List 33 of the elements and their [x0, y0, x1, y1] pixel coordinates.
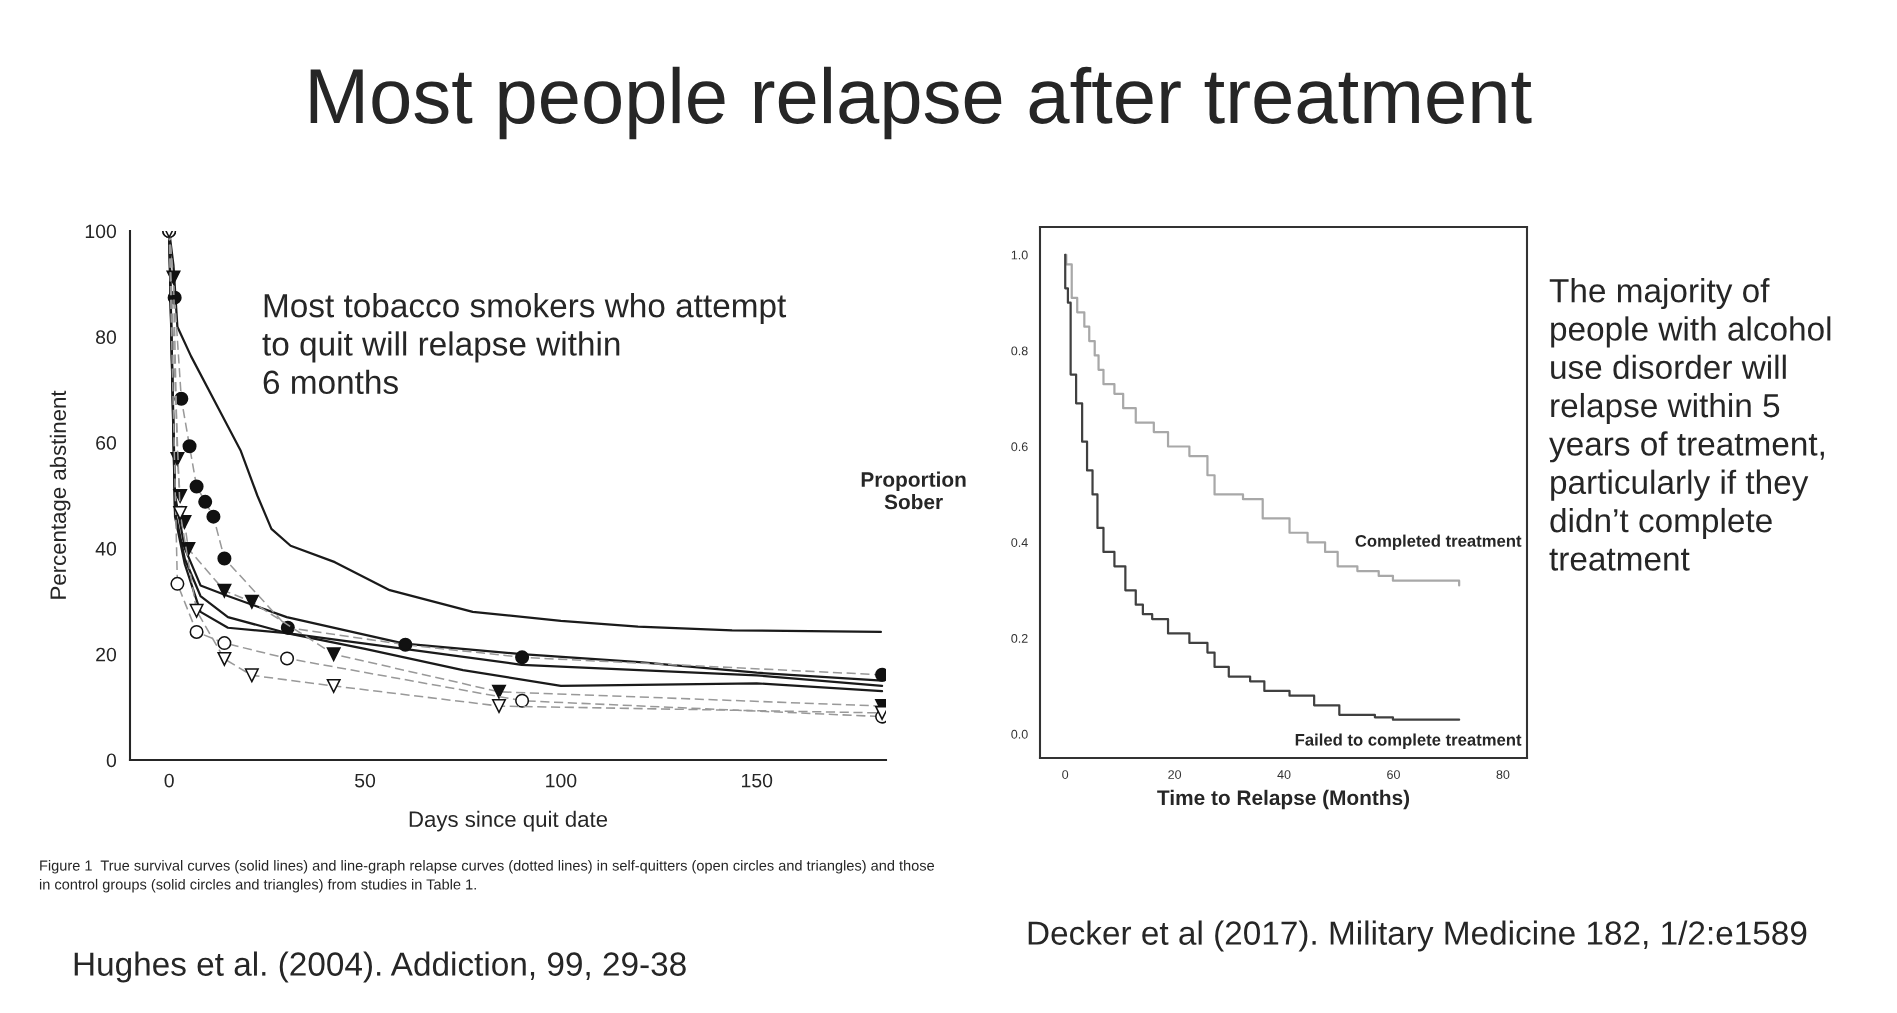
y-tick-label: 80 [96, 330, 117, 345]
x-tick-label: 40 [1277, 770, 1291, 779]
y-tick-label: 0.6 [1011, 442, 1028, 452]
x-tick-label: 80 [1496, 770, 1510, 779]
caption: Figure 1 True survival curves (solid lines) and line-graph relapse curves (dotted lines) in self-quitters (open circles and triangles) and those in control groups (solid circles and triangles) from studies in Table 1. [39, 860, 935, 893]
x-tick-label: 60 [1387, 770, 1400, 779]
y-tick-label: 20 [96, 647, 117, 662]
x-tick-label: 100 [546, 773, 577, 788]
x-tick-label: 150 [742, 773, 773, 788]
y-tick-label: 1.0 [1011, 250, 1028, 260]
text: The majority of people with alcohol use disorder will relapse within 5 years of treatment, particularly if they didn’t complete treatment [1549, 278, 1831, 571]
chart-title: Most people relapse after treatment [310, 66, 1532, 140]
y-tick-label: 100 [85, 224, 117, 239]
y-tick-label: 60 [96, 436, 117, 450]
x-tick-label: 50 [354, 773, 376, 788]
y-tick-label: 0.2 [1011, 633, 1028, 643]
y-axis-title: Proportion Sober [861, 471, 966, 510]
series-label: Completed treatment [1355, 534, 1522, 551]
y-tick-label: 0.8 [1011, 346, 1028, 356]
y-tick-label: 0.4 [1011, 538, 1028, 547]
x-axis-title: Days since quit date [409, 810, 608, 832]
x-tick-label: 0 [164, 773, 174, 788]
x-tick-label: 0 [1062, 770, 1069, 779]
text: Decker et al (2017). Military Medicine 182, 1/2:e1589 [1028, 920, 1807, 952]
x-tick-label: 20 [1168, 770, 1182, 779]
y-tick-label: 0.0 [1011, 729, 1028, 739]
series-label: Failed to complete treatment [1295, 733, 1522, 749]
y-tick-label: 0 [106, 753, 117, 768]
annotation: Most tobacco smokers who attempt to quit will relapse within 6 months [262, 293, 787, 395]
y-tick-label: 40 [95, 541, 117, 556]
text: Hughes et al. (2004). Addiction, 99, 29-38 [74, 951, 686, 983]
x-axis-title: Time to Relapse (Months) [1157, 789, 1410, 810]
y-axis-title: Percentage abstinent [49, 390, 71, 599]
